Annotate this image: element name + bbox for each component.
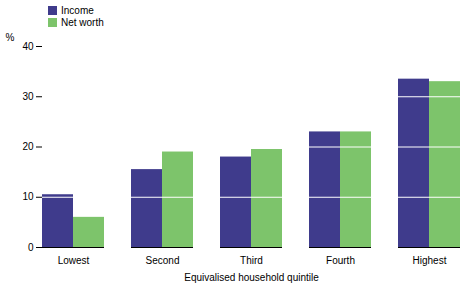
svg-text:Fourth: Fourth (326, 255, 355, 266)
svg-text:Third: Third (240, 255, 263, 266)
svg-text:Lowest: Lowest (58, 255, 90, 266)
svg-text:40: 40 (22, 41, 34, 52)
html-text:Income: Income (61, 4, 94, 16)
svg-text:20: 20 (22, 141, 34, 152)
svg-text:30: 30 (22, 91, 34, 102)
svg-text:0: 0 (28, 242, 34, 253)
svg-text:Highest: Highest (413, 255, 447, 266)
svg-text:Second: Second (146, 255, 180, 266)
svg-text:10: 10 (22, 191, 34, 202)
svg-text:%: % (6, 32, 15, 43)
html-text:Net worth: Net worth (61, 16, 104, 28)
svg-text:Equivalised household quintile: Equivalised household quintile (184, 272, 319, 283)
